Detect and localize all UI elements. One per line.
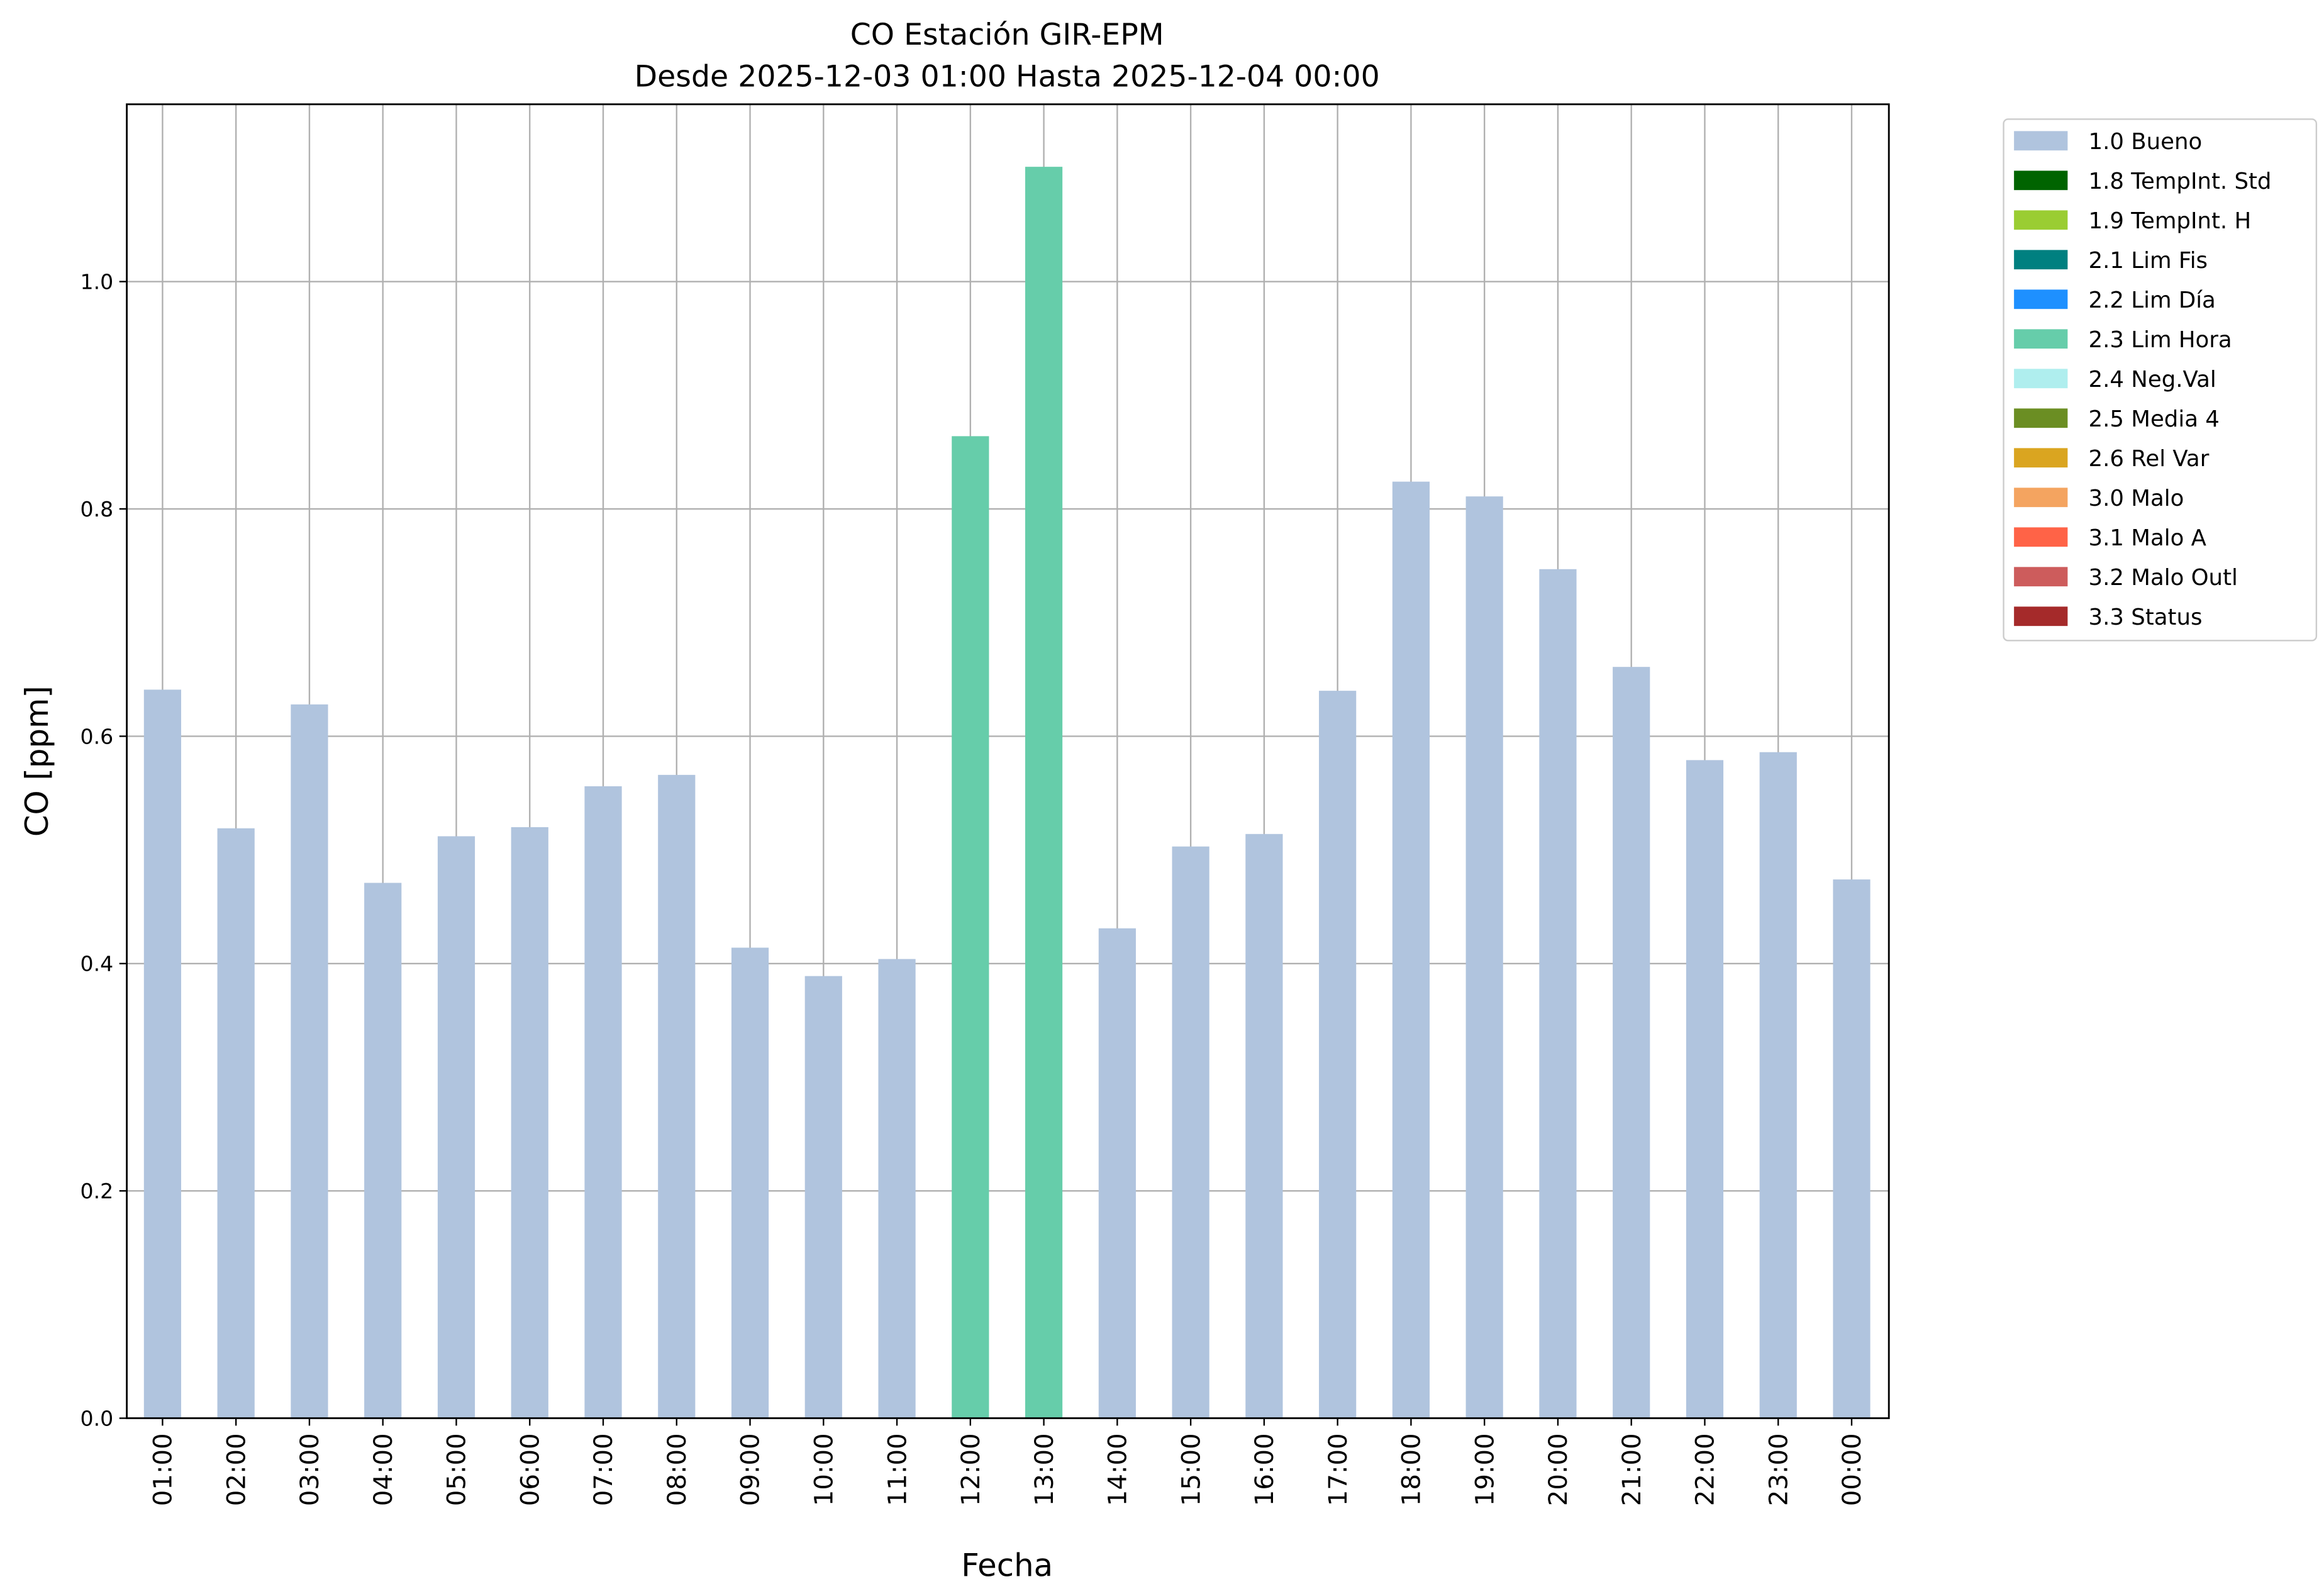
x-tick-label: 16:00 — [1250, 1433, 1279, 1506]
y-tick-label: 0.4 — [81, 952, 114, 976]
legend-swatch — [2014, 170, 2068, 191]
legend-entry: 1.0 Bueno — [2089, 129, 2203, 155]
bar-14:00 — [1098, 928, 1136, 1418]
y-axis-label: CO [ppm] — [19, 686, 55, 837]
legend-swatch — [2014, 448, 2068, 468]
legend-swatch — [2014, 408, 2068, 428]
bar-04:00 — [364, 883, 402, 1418]
bar-00:00 — [1833, 879, 1871, 1418]
bar-20:00 — [1539, 569, 1577, 1418]
x-tick-label: 14:00 — [1104, 1433, 1133, 1506]
x-tick-label: 03:00 — [296, 1433, 325, 1506]
x-tick-label: 21:00 — [1618, 1433, 1647, 1506]
x-tick-label: 22:00 — [1691, 1433, 1720, 1506]
bar-21:00 — [1613, 667, 1650, 1418]
legend-entry: 3.2 Malo Outl — [2089, 565, 2238, 591]
bar-13:00 — [1025, 167, 1063, 1418]
bar-02:00 — [217, 828, 255, 1418]
x-tick-label: 00:00 — [1838, 1433, 1867, 1506]
legend-entry: 2.6 Rel Var — [2089, 446, 2210, 472]
y-tick-label: 0.2 — [81, 1179, 114, 1203]
legend-entry: 3.1 Malo A — [2089, 525, 2206, 551]
legend-swatch — [2014, 329, 2068, 349]
bar-17:00 — [1319, 691, 1357, 1418]
y-tick-label: 0.8 — [81, 497, 114, 521]
legend-swatch — [2014, 567, 2068, 587]
x-tick-label: 17:00 — [1324, 1433, 1353, 1506]
y-tick-label: 1.0 — [81, 269, 114, 294]
bar-06:00 — [511, 827, 548, 1418]
bar-01:00 — [143, 689, 182, 1418]
legend-entry: 2.4 Neg.Val — [2089, 367, 2216, 393]
x-axis-label: Fecha — [961, 1547, 1053, 1584]
chart-subtitle: Desde 2025-12-03 01:00 Hasta 2025-12-04 … — [635, 59, 1380, 94]
bar-08:00 — [658, 774, 696, 1418]
bar-10:00 — [804, 976, 842, 1418]
x-tick-label: 18:00 — [1398, 1433, 1426, 1506]
x-tick-label: 08:00 — [663, 1433, 692, 1506]
legend-swatch — [2014, 488, 2068, 508]
legend-swatch — [2014, 210, 2068, 230]
x-tick-label: 23:00 — [1764, 1433, 1793, 1506]
x-tick-label: 12:00 — [957, 1433, 986, 1506]
chart-title: CO Estación GIR-EPM — [850, 18, 1164, 52]
x-tick-label: 15:00 — [1177, 1433, 1206, 1506]
x-tick-label: 06:00 — [516, 1433, 545, 1506]
legend-swatch — [2014, 606, 2068, 627]
x-tick-label: 05:00 — [443, 1433, 472, 1506]
legend-entry: 3.3 Status — [2089, 605, 2203, 630]
bar-03:00 — [291, 704, 328, 1418]
legend-entry: 3.0 Malo — [2089, 486, 2184, 511]
bar-18:00 — [1392, 481, 1430, 1418]
bar-07:00 — [584, 786, 622, 1418]
x-tick-label: 04:00 — [369, 1433, 398, 1506]
bar-09:00 — [731, 947, 769, 1418]
x-tick-label: 19:00 — [1471, 1433, 1499, 1506]
legend: 1.0 Bueno 1.8 TempInt. Std 1.9 TempInt. H 2… — [2003, 118, 2318, 642]
legend-swatch — [2014, 527, 2068, 547]
bar-05:00 — [437, 836, 475, 1418]
y-tick-label: 0.6 — [81, 724, 114, 749]
bar-23:00 — [1759, 752, 1797, 1418]
bar-11:00 — [878, 959, 916, 1418]
plot-area-frame — [126, 103, 1890, 1419]
legend-entry: 2.3 Lim Hora — [2089, 327, 2232, 353]
legend-entry: 1.9 TempInt. H — [2089, 208, 2252, 234]
x-tick-label: 02:00 — [222, 1433, 251, 1506]
x-tick-label: 11:00 — [883, 1433, 912, 1506]
legend-swatch — [2014, 131, 2068, 151]
legend-swatch — [2014, 289, 2068, 309]
bar-15:00 — [1172, 846, 1209, 1418]
bar-16:00 — [1245, 833, 1283, 1418]
x-tick-label: 10:00 — [810, 1433, 839, 1506]
bar-12:00 — [952, 436, 989, 1418]
x-tick-label: 09:00 — [737, 1433, 765, 1506]
bar-22:00 — [1686, 760, 1724, 1418]
legend-entry: 2.1 Lim Fis — [2089, 248, 2208, 274]
x-tick-label: 13:00 — [1030, 1433, 1059, 1506]
x-tick-label: 01:00 — [149, 1433, 178, 1506]
legend-entry: 2.5 Media 4 — [2089, 406, 2220, 432]
bar-19:00 — [1465, 496, 1503, 1418]
x-tick-label: 07:00 — [589, 1433, 618, 1506]
legend-entry: 2.2 Lim Día — [2089, 287, 2216, 313]
legend-swatch — [2014, 250, 2068, 270]
x-tick-label: 20:00 — [1544, 1433, 1573, 1506]
legend-swatch — [2014, 369, 2068, 389]
y-tick-label: 0.0 — [81, 1406, 114, 1430]
legend-entry: 1.8 TempInt. Std — [2089, 169, 2272, 194]
